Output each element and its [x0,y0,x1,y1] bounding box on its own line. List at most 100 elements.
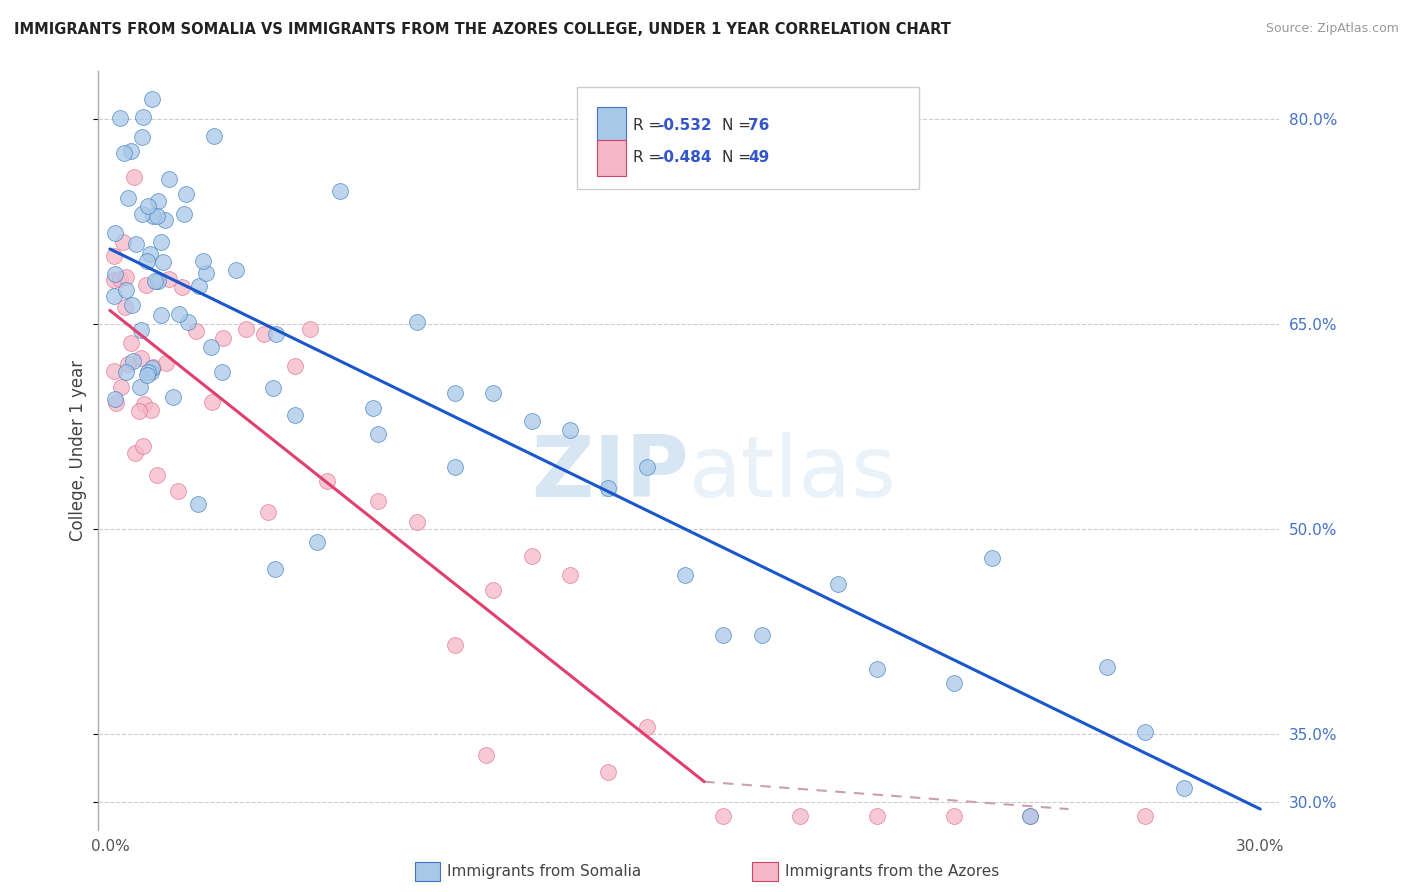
Point [129,380,152,394]
Point [145,209,167,223]
Point [103,273,125,287]
Point [866,663,889,677]
Point [128,403,150,417]
Point [1135,724,1157,739]
FancyBboxPatch shape [596,107,626,144]
Point [257,505,280,519]
Point [315,474,337,488]
Text: R =: R = [634,150,666,165]
Point [141,360,163,375]
Point [121,298,143,312]
Point [264,326,287,341]
Point [150,308,173,322]
Point [405,515,427,529]
Point [142,359,165,374]
Point [124,446,146,460]
Text: R =: R = [634,118,666,133]
Point [139,246,162,260]
Point [114,300,136,314]
Point [150,235,173,250]
Point [262,381,284,395]
Point [253,326,276,341]
Point [636,720,658,734]
Text: 76: 76 [748,118,769,133]
Point [713,809,735,823]
Point [789,809,811,823]
Point [104,395,127,409]
Text: 49: 49 [748,150,769,165]
Point [104,267,127,281]
Point [104,226,127,240]
Point [169,307,191,321]
FancyBboxPatch shape [576,87,920,189]
Point [155,356,177,370]
Text: -0.532: -0.532 [657,118,711,133]
Point [131,207,153,221]
Text: ZIP: ZIP [531,432,689,515]
Point [153,213,176,227]
Point [444,639,467,653]
Point [194,266,217,280]
Point [444,460,467,475]
Text: Immigrants from the Azores: Immigrants from the Azores [785,864,998,879]
Point [200,340,222,354]
Point [636,460,658,475]
Point [125,236,148,251]
Text: Source: ZipAtlas.com: Source: ZipAtlas.com [1265,22,1399,36]
Point [134,397,156,411]
Point [193,253,215,268]
Point [152,255,174,269]
Point [104,392,127,407]
Point [367,494,389,508]
Point [122,353,145,368]
Point [141,92,163,106]
Point [942,809,965,823]
Point [167,483,190,498]
Point [866,809,889,823]
Point [1135,809,1157,823]
Point [174,186,197,201]
Point [211,364,233,378]
Point [284,359,307,374]
Point [103,289,125,303]
Point [329,185,352,199]
Point [405,314,427,328]
Point [212,331,235,345]
Point [136,365,159,379]
Point [103,249,125,263]
Point [444,385,467,400]
Point [1095,660,1118,674]
Text: N =: N = [723,150,756,165]
Point [827,577,849,591]
Point [114,283,136,297]
Point [115,365,138,379]
Text: -0.484: -0.484 [657,150,711,165]
Point [520,413,543,427]
Point [132,439,155,453]
Point [482,385,505,400]
FancyBboxPatch shape [596,139,626,176]
Point [146,274,169,288]
Text: IMMIGRANTS FROM SOMALIA VS IMMIGRANTS FROM THE AZORES COLLEGE, UNDER 1 YEAR CORR: IMMIGRANTS FROM SOMALIA VS IMMIGRANTS FR… [14,22,950,37]
Point [173,207,195,221]
Point [299,322,322,336]
Point [187,278,209,293]
Point [170,280,193,294]
Point [112,235,135,250]
Point [157,272,180,286]
Point [264,562,287,576]
Point [187,497,209,511]
Point [751,628,773,642]
Point [482,582,505,597]
Point [713,628,735,642]
Point [122,170,145,185]
Y-axis label: College, Under 1 year: College, Under 1 year [69,359,87,541]
Point [305,535,328,549]
Point [141,403,163,417]
Point [942,676,965,690]
Text: N =: N = [723,118,756,133]
Point [201,395,224,409]
Text: atlas: atlas [689,432,897,515]
Point [112,146,135,161]
Point [135,277,157,292]
